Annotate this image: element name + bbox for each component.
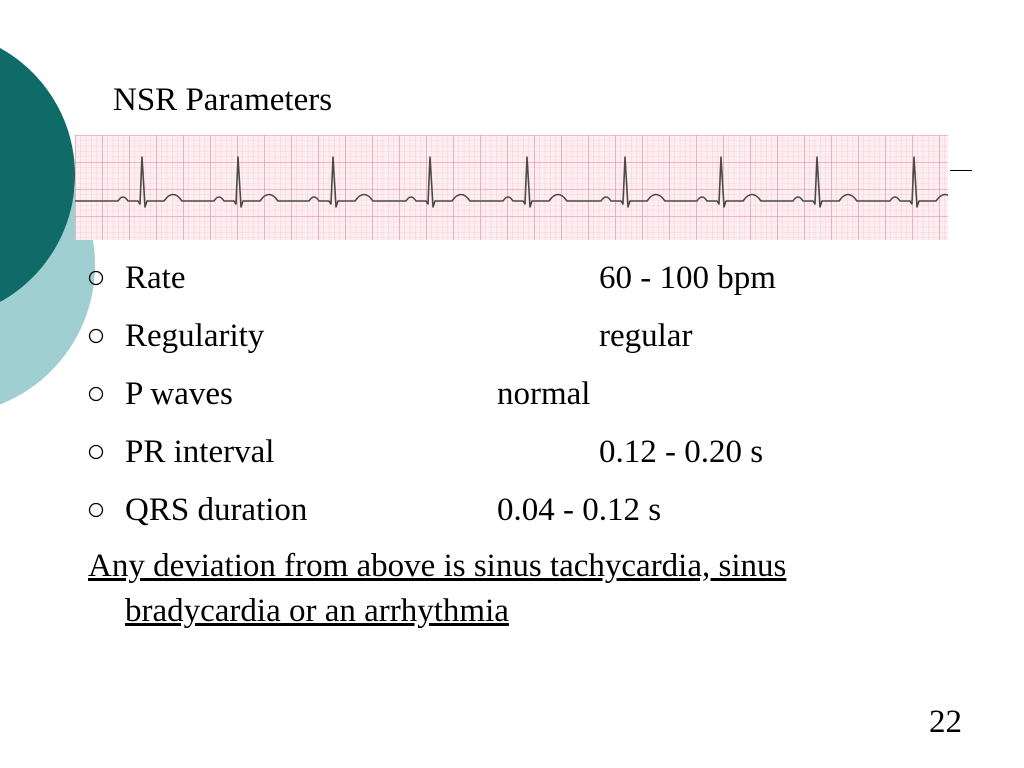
ecg-grid xyxy=(75,135,948,240)
parameter-row-pr-interval: PR interval 0.12 - 0.20 s xyxy=(88,427,988,477)
parameter-value: normal xyxy=(497,376,591,412)
parameter-row-qrs-duration: QRS duration 0.04 - 0.12 s xyxy=(88,485,988,535)
parameter-value: 0.12 - 0.20 s xyxy=(599,434,764,470)
parameter-value: regular xyxy=(599,318,693,354)
ecg-strip-image xyxy=(75,135,948,240)
parameter-label: P waves xyxy=(125,376,233,412)
deviation-note: Any deviation from above is sinus tachyc… xyxy=(88,544,948,634)
page-number: 22 xyxy=(929,704,962,740)
deviation-note-line-1: Any deviation from above is sinus tachyc… xyxy=(88,548,787,584)
hollow-circle-icon xyxy=(88,444,104,460)
title-underline xyxy=(950,170,972,171)
parameter-label: Rate xyxy=(125,260,186,296)
slide-title: NSR Parameters xyxy=(113,82,333,118)
hollow-circle-icon xyxy=(88,386,104,402)
parameter-value: 60 - 100 bpm xyxy=(599,260,776,296)
hollow-circle-icon xyxy=(88,502,104,518)
decorative-circles xyxy=(0,48,95,405)
hollow-circle-icon xyxy=(88,270,104,286)
parameter-label: QRS duration xyxy=(125,492,308,528)
hollow-circle-icon xyxy=(88,328,104,344)
deviation-note-line-2: bradycardia or an arrhythmia xyxy=(125,593,509,629)
parameter-row-regularity: Regularity regular xyxy=(88,311,988,361)
parameter-row-rate: Rate 60 - 100 bpm xyxy=(88,253,988,303)
ecg-trace xyxy=(75,156,948,208)
parameter-row-p-waves: P waves normal xyxy=(88,369,988,419)
parameter-value: 0.04 - 0.12 s xyxy=(497,492,662,528)
parameter-label: Regularity xyxy=(125,318,265,354)
parameter-label: PR interval xyxy=(125,434,275,470)
deco-dark-circle xyxy=(0,48,75,302)
